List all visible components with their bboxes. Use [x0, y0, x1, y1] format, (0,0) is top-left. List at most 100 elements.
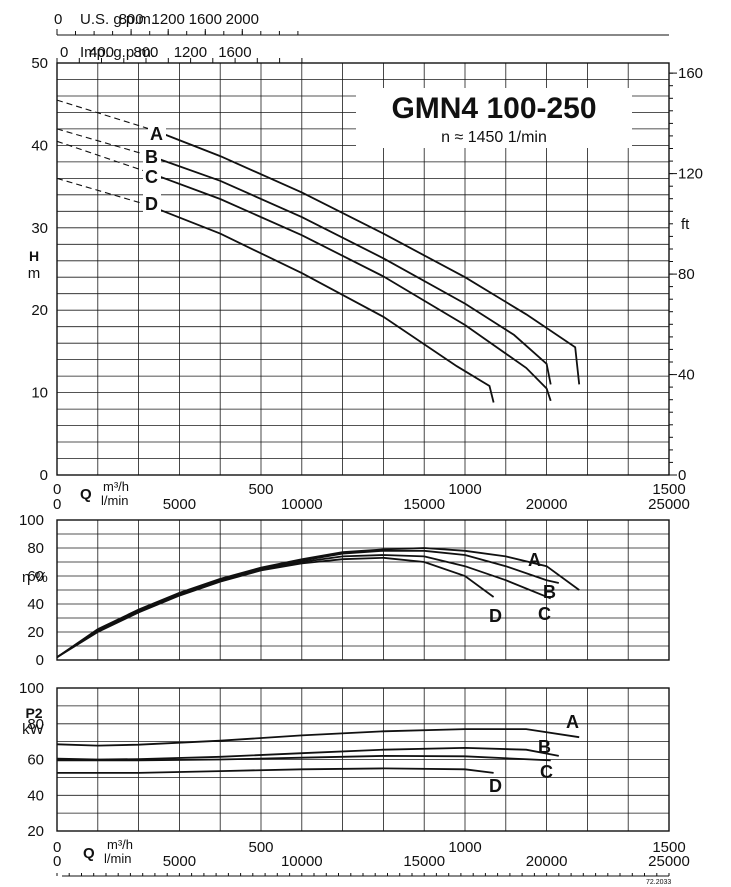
head-label-bg-a: [148, 124, 166, 142]
head-y-ticks: 0 10 20 30 40 50: [31, 55, 48, 484]
ft-tick-label: 120: [678, 166, 703, 183]
head-y-tick-label: 30: [31, 220, 48, 237]
head-extension-a: [56, 99, 156, 132]
power-curve-b: [56, 746, 559, 761]
ft-tick-label: 40: [678, 367, 695, 384]
impgpm-ticks: 0 400 800 1200 1600: [56, 44, 303, 63]
head-label-bg-d: [143, 194, 161, 212]
footnote: 72.2033: [646, 879, 671, 886]
power-x-ticks-lmin: 0 5000 10000 15000 20000 25000: [53, 853, 690, 870]
power-unit-m3h: m³/h: [107, 837, 133, 852]
power-y-tick-label: 40: [27, 787, 44, 804]
head-series-label-a: A: [150, 124, 163, 144]
head-y-tick-label: 10: [31, 385, 48, 402]
ft-tick-label: 160: [678, 65, 703, 82]
power-y-tick-label: 100: [19, 680, 44, 697]
usgpm-tick-label: 2000: [226, 11, 259, 28]
pow-series-label-d: D: [489, 776, 502, 796]
pow-series-label-a: A: [566, 712, 579, 732]
power-x-tick-lmin: 0: [53, 853, 61, 870]
power-x-tick-lmin: 25000: [648, 853, 690, 870]
head-x-tick-m3h: 1500: [652, 481, 685, 498]
efficiency-curves: [56, 547, 580, 658]
power-x-tick-m3h: 1500: [652, 839, 685, 856]
efficiency-y-ticks: 0 20 40 60 80 100: [19, 512, 44, 669]
head-series-label-d: D: [145, 194, 158, 214]
head-y-tick-label: 50: [31, 55, 48, 72]
head-curves: [56, 99, 581, 403]
power-y-tick-label: 60: [27, 752, 44, 769]
impgpm-tick-label: 1200: [174, 44, 207, 61]
head-extension-c: [56, 140, 147, 173]
power-x-tick-lmin: 5000: [163, 853, 196, 870]
eff-series-label-b: B: [543, 582, 556, 602]
efficiency-y-tick-label: 60: [27, 568, 44, 585]
usgpm-tick-label: 800: [119, 11, 144, 28]
head-ft-ticks: 0 40 80 120 160: [669, 65, 703, 484]
head-extension-d: [56, 177, 147, 206]
head-y-label: H: [29, 248, 39, 264]
usgpm-axis-label: U.S. g.p.m.: [80, 11, 155, 28]
head-y-tick-label: 0: [40, 467, 48, 484]
head-label-bg-c: [143, 167, 161, 185]
head-x-tick-lmin: 25000: [648, 496, 690, 513]
power-y-label: P2: [25, 705, 42, 721]
head-chart: U.S. g.p.m. 0 800 1200 1600 2000 Imp. g.p.m.…: [28, 11, 703, 513]
head-x-tick-m3h: 0: [53, 481, 61, 498]
top-axis-impgpm: Imp. g.p.m. 0 400 800 1200 1600: [56, 44, 303, 63]
efficiency-curve-c: [56, 554, 552, 658]
title-box: [356, 88, 632, 148]
power-y-ticks: 20 40 60 80 100: [19, 680, 44, 840]
head-q-label: Q: [80, 486, 92, 503]
efficiency-grid: [57, 520, 669, 660]
head-y-tick-label: 20: [31, 302, 48, 319]
chart-subtitle: n ≈ 1450 1/min: [441, 129, 547, 146]
head-x-ticks-m3h: 0 500 1000 1500: [53, 481, 686, 498]
efficiency-y-tick-label: 20: [27, 624, 44, 641]
head-y-unit: m: [28, 265, 41, 282]
head-unit-lmin: l/min: [101, 493, 128, 508]
eff-series-label-a: A: [528, 550, 541, 570]
head-series-label-c: C: [145, 167, 158, 187]
pow-series-label-b: B: [538, 737, 551, 757]
head-x-tick-m3h: 1000: [448, 481, 481, 498]
power-x-tick-lmin: 10000: [281, 853, 323, 870]
head-x-tick-lmin: 20000: [526, 496, 568, 513]
head-x-tick-lmin: 15000: [403, 496, 445, 513]
head-extension-b: [56, 128, 151, 157]
eff-series-label-c: C: [538, 604, 551, 624]
power-curve-c: [57, 754, 551, 762]
efficiency-chart: 0 20 40 60 80 100 η % A B C D: [19, 512, 670, 669]
efficiency-y-tick-label: 40: [27, 596, 44, 613]
head-label-bg-b: [143, 147, 161, 165]
power-x-tick-m3h: 0: [53, 839, 61, 856]
ft-tick-label: 0: [678, 467, 686, 484]
head-curve-d: [146, 203, 495, 403]
efficiency-y-tick-label: 100: [19, 512, 44, 529]
power-q-label: Q: [83, 845, 95, 862]
head-x-tick-lmin: 0: [53, 496, 61, 513]
head-y-tick-label: 40: [31, 137, 48, 154]
power-y-tick-label: 80: [27, 716, 44, 733]
head-x-tick-m3h: 500: [248, 481, 273, 498]
head-x-tick-lmin: 5000: [163, 496, 196, 513]
efficiency-y-tick-label: 80: [27, 540, 44, 557]
power-y-tick-label: 20: [27, 823, 44, 840]
head-x-tick-lmin: 10000: [281, 496, 323, 513]
head-x-ticks-lmin: 0 5000 10000 15000 20000 25000: [53, 496, 690, 513]
power-x-tick-lmin: 15000: [403, 853, 445, 870]
pow-series-label-c: C: [540, 762, 553, 782]
head-curve-c: [146, 170, 552, 402]
top-axis-usgpm: U.S. g.p.m. 0 800 1200 1600 2000: [54, 11, 669, 36]
head-ft-unit: ft: [681, 216, 690, 233]
power-curves: [56, 728, 580, 774]
chart-title: GMN4 100-250: [391, 92, 596, 125]
usgpm-tick-label: 1600: [189, 11, 222, 28]
power-curve-d: [57, 767, 494, 774]
power-curve-a: [56, 728, 580, 747]
efficiency-y-tick-label: 0: [36, 652, 44, 669]
head-curve-a: [154, 129, 581, 385]
power-chart: 20 40 60 80 100 P2 kW A B C D 0 500 1000 1500 0…: [19, 680, 690, 886]
power-x-ticks-m3h: 0 500 1000 1500: [53, 839, 686, 856]
